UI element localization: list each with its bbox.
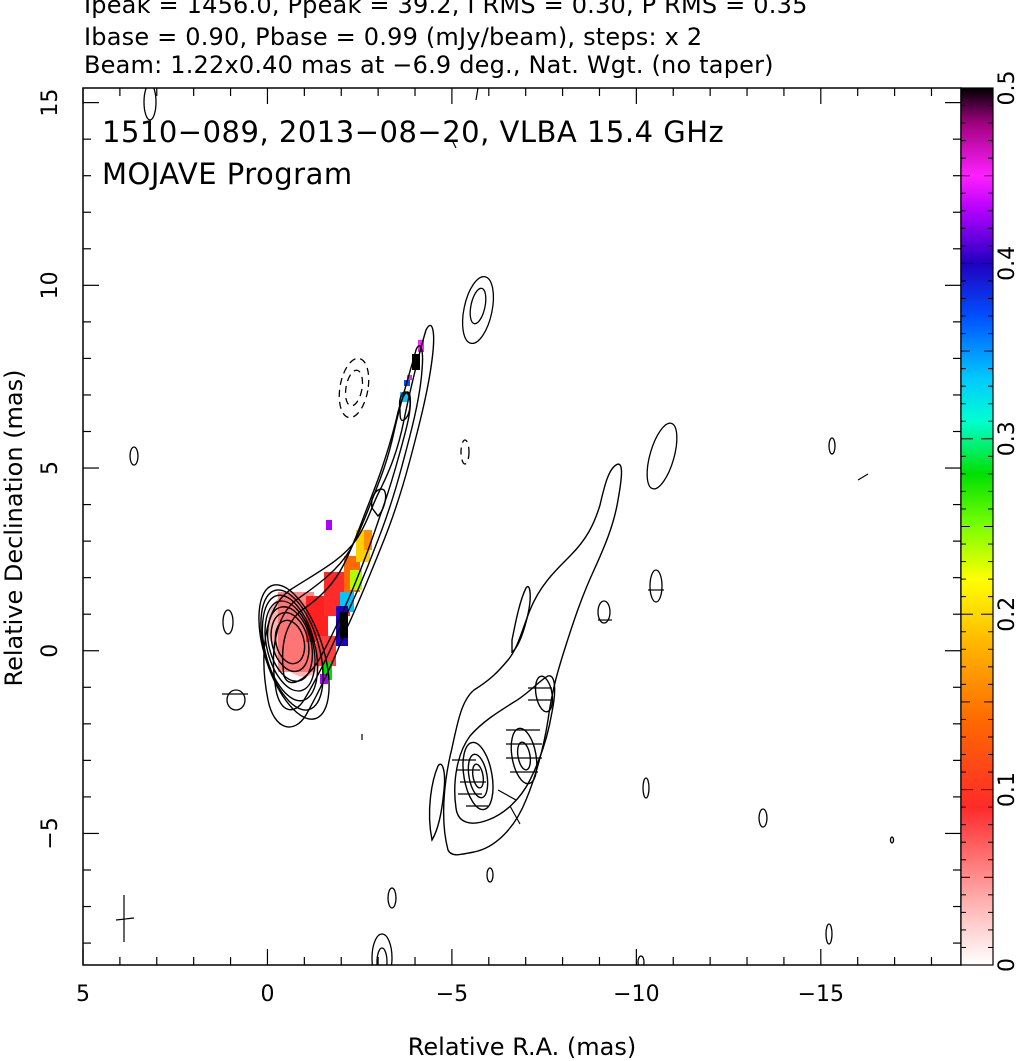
y-tick-label: 15 <box>38 89 63 117</box>
colorbar-tick-label: 0.4 <box>995 246 1020 281</box>
blob-16b <box>376 947 388 965</box>
blob-5 <box>226 689 246 711</box>
jet-contour-2 <box>272 345 424 711</box>
neg-contour-1 <box>338 357 370 419</box>
polarization-vectors <box>115 88 869 942</box>
colorbar-tick-label: 0.3 <box>995 421 1020 456</box>
blob-1 <box>461 275 495 345</box>
pol-patch-magenta-2 <box>407 375 412 380</box>
pol-patch-cyan-2 <box>400 392 408 402</box>
outer-lobe-contours <box>428 463 623 856</box>
neg-contour-2 <box>344 369 364 407</box>
pol-patch-black-2 <box>412 354 420 370</box>
header-line-3: Beam: 1.22x0.40 mas at −6.9 deg., Nat. W… <box>84 51 774 79</box>
core-contours <box>258 324 435 728</box>
plot-frame <box>82 87 962 966</box>
lobe-filament <box>511 585 531 654</box>
lobe-side-contour <box>428 763 446 842</box>
pol-patch-violet-2 <box>326 520 332 530</box>
plot-title: 1510−089, 2013−08−20, VLBA 15.4 GHz <box>102 115 724 149</box>
pol-patch-orange-2 <box>364 530 372 550</box>
blob-13 <box>387 887 397 909</box>
blob-10 <box>758 808 768 828</box>
evpa-13 <box>509 805 521 825</box>
colorbar-tick-label: 0.1 <box>995 772 1020 807</box>
neg-contour-3 <box>460 439 470 465</box>
y-tick-label: 10 <box>38 271 63 299</box>
y-tick-label: −5 <box>38 817 63 849</box>
evpa-19 <box>857 473 869 481</box>
header-line-2: Ibase = 0.90, Pbase = 0.99 (mJy/beam), s… <box>84 23 703 51</box>
blob-17 <box>637 955 645 965</box>
x-tick-label: 0 <box>260 982 274 1007</box>
blob-7 <box>649 569 663 603</box>
blob-8 <box>597 600 611 624</box>
lobe-knot-1c <box>471 763 485 789</box>
lobe-knot-2b <box>516 741 532 771</box>
blob-2 <box>646 422 678 490</box>
evpa-12 <box>497 789 517 801</box>
blob-9 <box>642 777 650 799</box>
y-axis-title: Relative Declination (mas) <box>0 369 28 686</box>
negative-contours <box>338 357 470 465</box>
jet-knot-contour <box>398 391 411 422</box>
lobe-knot-1 <box>462 741 494 811</box>
core-contour-2 <box>270 611 310 673</box>
lobe-knot-1b <box>467 753 489 799</box>
colorbar-tick-label: 0.5 <box>995 71 1020 106</box>
polarization-overlay <box>268 340 424 684</box>
colorbar-ticks: 0 0.1 0.2 0.3 0.4 0.5 <box>961 71 1020 972</box>
evpa-22 <box>475 88 479 101</box>
blob-1b <box>469 287 487 325</box>
x-tick-label: −5 <box>436 982 468 1007</box>
x-axis-title: Relative R.A. (mas) <box>408 1033 636 1061</box>
evpa-21 <box>451 139 457 149</box>
core-contour-7 <box>258 584 330 720</box>
colorbar-tick-label: 0 <box>995 958 1020 972</box>
core-contour-1 <box>274 619 306 665</box>
y-tick-label: 0 <box>38 644 63 658</box>
jet-knot-contour-2 <box>370 488 387 518</box>
y-tick-label: 5 <box>38 461 63 475</box>
colorbar-tick-label: 0.2 <box>995 597 1020 632</box>
lobe-contour-2 <box>454 675 556 824</box>
pol-patch-black <box>340 612 348 638</box>
plot-subtitle: MOJAVE Program <box>102 157 353 191</box>
blob-12 <box>825 923 833 945</box>
blob-14 <box>486 867 494 883</box>
header-line-1: Ipeak = 1456.0, Ppeak = 39.2, I RMS = 0.… <box>84 0 808 19</box>
jet-contour-outer <box>263 324 435 728</box>
blob-4 <box>222 609 234 635</box>
x-tick-label: −15 <box>798 982 844 1007</box>
lobe-knot-2 <box>510 727 538 785</box>
isolated-contours <box>129 88 895 965</box>
blob-11 <box>889 836 895 844</box>
evpa-16 <box>115 917 135 921</box>
blob-16 <box>371 933 393 965</box>
blob-3 <box>129 446 139 466</box>
blob-6 <box>828 437 836 455</box>
lobe-knot-3 <box>534 675 554 713</box>
image-area: 1510−089, 2013−08−20, VLBA 15.4 GHz MOJA… <box>102 88 895 965</box>
x-tick-label: −10 <box>613 982 659 1007</box>
pol-patch-green <box>322 662 332 680</box>
blob-15 <box>143 88 157 121</box>
x-tick-label: 5 <box>76 982 90 1007</box>
axes-group: 5 0 −5 −10 −15 −5 0 5 10 15 <box>38 88 961 1007</box>
